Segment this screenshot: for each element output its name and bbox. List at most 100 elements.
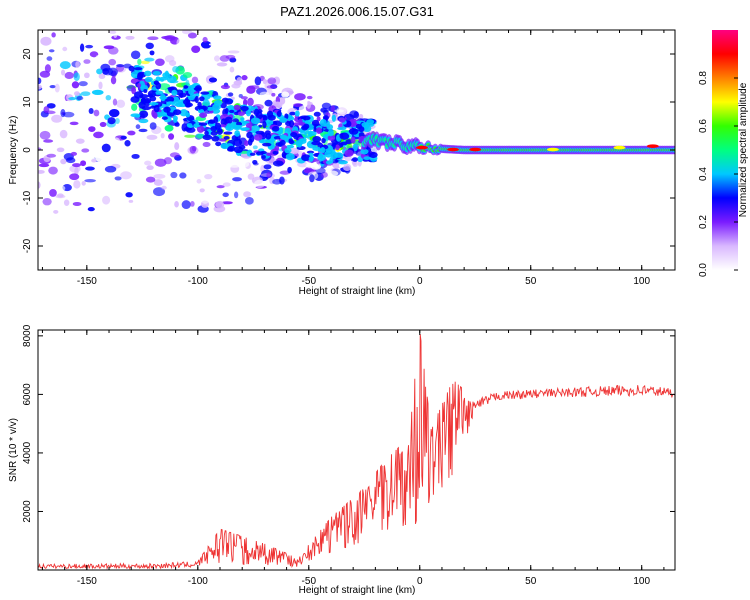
spectrogram-blob (233, 191, 239, 199)
spectrogram-ridge-blob (319, 118, 327, 127)
spectrogram-blob (144, 160, 152, 166)
spectrogram-blob (349, 110, 359, 118)
spectrogram-ridge-blob (155, 76, 161, 82)
spectrogram-blob (161, 185, 167, 190)
spectrogram-blob (38, 84, 42, 90)
x-tick-label: -50 (302, 576, 317, 587)
spectrogram-blob (39, 70, 51, 78)
spectrogram-blob (146, 134, 158, 140)
spectrogram-blob (182, 30, 192, 35)
spectrogram-blob (240, 96, 248, 100)
spectrogram-blob (69, 121, 79, 126)
spectrogram-ridge-blob (220, 118, 228, 126)
spectrogram-blob (252, 162, 259, 166)
spectrogram-ridge-blob (260, 150, 267, 155)
spectrogram-blob (48, 49, 55, 53)
snr-x-ticks: -150 -100 -50 0 50 100 (41, 330, 665, 587)
spectrogram-blob (89, 51, 99, 58)
spectrogram-blob (305, 162, 315, 168)
spectrogram-blob (176, 38, 183, 47)
spectrogram-blob (84, 72, 90, 79)
spectrogram-blob (254, 179, 266, 189)
spectrogram-blob (267, 77, 277, 85)
spectrogram-blob (108, 58, 117, 66)
spectrogram-blob (169, 59, 177, 66)
spectrogram-blob (130, 50, 141, 60)
spectrogram-blob (153, 173, 166, 179)
y-tick-label: 10 (22, 96, 33, 108)
spectrogram-ridge-blob (163, 106, 171, 113)
spectrogram-blob (229, 66, 235, 73)
spectrogram-ridge-blob (368, 151, 378, 159)
spectrogram-ridge-blob (261, 155, 266, 159)
x-tick-label: -50 (302, 276, 317, 287)
spectrogram-ridge-blob (327, 135, 336, 141)
spectrogram-blob (125, 192, 133, 198)
spectrogram-blob (216, 62, 228, 67)
spectrogram-blob (79, 43, 85, 52)
spectrogram-ridge-blob (208, 119, 216, 124)
x-tick-label: 50 (525, 576, 537, 587)
spectrogram-ridge-blob (318, 152, 323, 160)
spectrogram-blob (191, 145, 197, 152)
spectrogram-ridge-blob (352, 143, 358, 152)
spectrogram-blob (238, 160, 250, 168)
x-tick-label: 100 (633, 576, 650, 587)
spectrogram-ridge-blob (277, 141, 283, 147)
spectrogram-ridge-blob (363, 156, 371, 161)
spectrogram-blob (78, 81, 88, 87)
spectrogram-ridge-blob (253, 133, 263, 141)
spectrogram-blob (53, 209, 59, 214)
spectrogram-blob (246, 85, 256, 94)
spectrogram-ridge-blob (159, 96, 168, 100)
spectrogram-ridge-blob (202, 134, 213, 141)
spectrogram-ridge-blob (303, 123, 310, 130)
spectrogram-blob (80, 91, 91, 96)
spectrogram-ridge-blob (165, 96, 175, 103)
spectrogram-blob (114, 118, 120, 124)
spectrogram-ridge-blob (285, 153, 295, 161)
spectrogram-blob (83, 59, 91, 64)
spectrogram-ridge-blob (223, 131, 233, 135)
spectrogram-ridge-blob (216, 128, 223, 135)
colorbar-label: Normalized spectral amplitude (738, 82, 749, 217)
spectrogram-ridge-blob (348, 128, 359, 135)
spectrogram-blob (343, 163, 352, 172)
spectrogram-blob (76, 95, 84, 101)
spectrogram-ridge-blob (335, 144, 340, 151)
spectrogram-ridge-blob (337, 160, 348, 165)
spectrogram-ridge-blob (339, 132, 350, 140)
colorbar-scale (712, 30, 738, 270)
spectrogram-blob (124, 140, 131, 147)
spectrogram-blob (81, 148, 90, 153)
spectrogram-blob (81, 181, 86, 186)
colorbar-tick-label: 0.2 (698, 215, 709, 229)
spectrogram-ridge-blob (172, 96, 180, 103)
spectrogram-ridge-blob (173, 118, 178, 123)
spectrogram-ridge-blob (233, 104, 241, 111)
spectrogram-blob (302, 100, 308, 108)
spectrogram-blob (139, 133, 144, 139)
spectrogram-ridge-blob (251, 125, 260, 133)
spectrogram-ridge-blob (324, 150, 333, 158)
spectrogram-blob (75, 138, 85, 144)
spectrogram-blob (72, 201, 82, 207)
spectrogram-blob (101, 143, 111, 153)
spectrogram-blob (293, 103, 303, 108)
spectrogram-blob (51, 32, 56, 38)
spectrogram-blob (208, 42, 219, 46)
spectrogram-ridge-blob (325, 160, 332, 165)
spectrogram-blob (254, 76, 262, 86)
y-tick-label: 20 (22, 48, 33, 60)
spectrogram-ridge-blob (261, 114, 268, 121)
spectrogram-blob (144, 57, 155, 62)
colorbar-tick-label: 0.4 (698, 167, 709, 181)
spectrogram-blob (85, 166, 95, 171)
spectrogram-blob (309, 174, 315, 183)
spectrogram-blob (102, 195, 111, 205)
spectrogram-blob (135, 124, 141, 130)
spectrogram-ridge-blob (296, 141, 303, 148)
spectrogram-blob (306, 100, 311, 109)
colorbar-tick-label: 0.6 (698, 119, 709, 133)
